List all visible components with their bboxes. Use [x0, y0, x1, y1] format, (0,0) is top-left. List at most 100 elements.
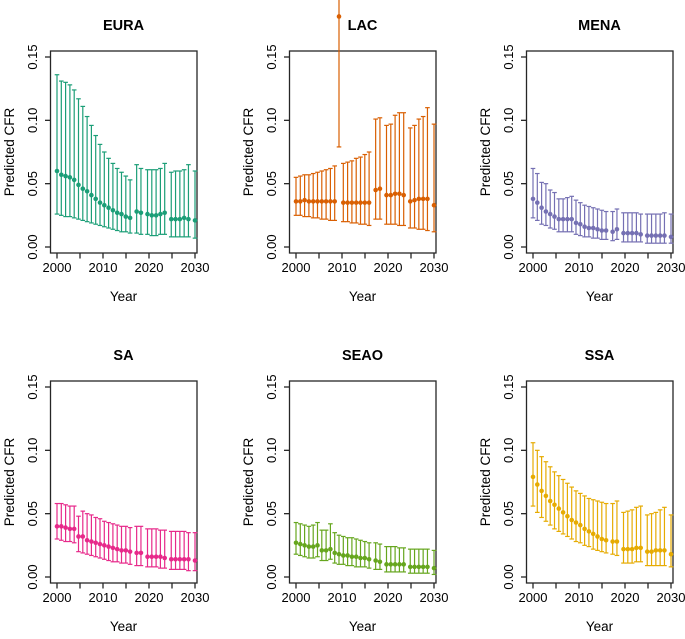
data-point: [586, 225, 592, 231]
y-tick-label: 0.05: [501, 501, 516, 526]
data-point: [634, 545, 639, 551]
data-point: [123, 548, 129, 553]
data-point: [310, 544, 316, 549]
x-tick-label: 2020: [135, 590, 164, 605]
y-tick-label: 0.05: [25, 501, 40, 526]
data-point: [84, 537, 90, 543]
data-point: [401, 192, 406, 198]
data-point: [186, 216, 191, 222]
data-point: [644, 233, 650, 238]
data-point: [332, 199, 337, 204]
data-point: [397, 562, 402, 567]
panel-title-sa: SA: [113, 348, 134, 364]
data-point: [93, 196, 98, 202]
data-point: [298, 199, 303, 204]
panel-mena-chart: MENA 0.00 0.05 0.10 0.15 Predicted CFR 2000 201…: [478, 18, 685, 304]
data-point: [71, 177, 77, 183]
x-tick-label: 2000: [43, 260, 72, 275]
error-bars: [54, 502, 198, 572]
x-tick-label: 2010: [89, 590, 118, 605]
y-tick-label: 0.15: [264, 374, 279, 399]
data-point: [384, 192, 389, 198]
error-bars: [530, 167, 674, 244]
data-point: [97, 200, 103, 205]
x-tick-label: 2010: [328, 260, 357, 275]
data-point: [102, 202, 107, 208]
data-point: [388, 562, 394, 567]
data-point: [177, 556, 183, 562]
data-point: [590, 531, 596, 537]
data-point: [336, 551, 342, 557]
data-points: [293, 540, 437, 571]
data-point: [134, 209, 139, 214]
y-axis-title: Predicted CFR: [478, 437, 493, 526]
panel-title-lac: LAC: [348, 18, 378, 34]
data-point: [543, 209, 549, 214]
data-point: [341, 200, 346, 205]
data-point: [412, 197, 417, 203]
data-point: [556, 216, 562, 222]
x-tick-label: 2010: [328, 590, 357, 605]
x-tick-label: 2020: [374, 590, 403, 605]
y-tick-label: 0.05: [501, 171, 516, 196]
y-tick-label: 0.10: [264, 108, 279, 133]
data-point: [644, 549, 650, 554]
data-point: [177, 216, 183, 222]
data-point: [293, 540, 299, 546]
data-point: [302, 197, 307, 203]
data-point: [552, 502, 557, 508]
data-point: [416, 196, 422, 202]
data-point: [392, 191, 398, 197]
data-point: [595, 534, 600, 539]
data-point: [76, 182, 81, 188]
y-axis: 0.00 0.05 0.10 0.15 Predicted CFR: [478, 374, 527, 590]
data-point: [662, 233, 667, 238]
x-axis-title: Year: [349, 289, 377, 304]
data-point: [530, 196, 536, 202]
data-point: [63, 173, 68, 179]
data-points: [293, 14, 437, 208]
data-point: [149, 213, 155, 218]
data-point: [614, 539, 620, 544]
y-tick-label: 0.10: [264, 438, 279, 463]
data-point: [114, 546, 120, 552]
x-tick-label: 2000: [519, 590, 548, 605]
data-point: [319, 548, 325, 553]
data-point: [625, 230, 631, 236]
plot-box: [288, 50, 437, 254]
data-point: [662, 548, 667, 553]
data-point: [603, 537, 609, 543]
data-point: [306, 199, 312, 204]
panel-lac-chart: LAC 0.00 0.05 0.10 0.15 Predicted CFR 2000 2010…: [241, 0, 448, 304]
data-point: [431, 202, 437, 208]
error-bars: [293, 521, 437, 576]
data-point: [63, 525, 68, 530]
data-point: [535, 200, 540, 205]
data-point: [560, 510, 566, 515]
x-tick-label: 2020: [611, 260, 640, 275]
y-axis: 0.00 0.05 0.10 0.15 Predicted CFR: [241, 374, 290, 590]
data-point: [336, 14, 342, 19]
data-point: [110, 207, 116, 213]
plot-box: [49, 50, 198, 254]
data-point: [310, 199, 316, 204]
panel-title-mena: MENA: [578, 18, 621, 34]
data-point: [384, 562, 389, 567]
plot-box: [288, 380, 437, 584]
x-tick-label: 2030: [181, 590, 210, 605]
data-point: [388, 192, 394, 198]
data-point: [110, 545, 116, 551]
data-point: [599, 536, 605, 542]
y-tick-label: 0.00: [25, 234, 40, 259]
data-point: [590, 225, 596, 231]
data-point: [431, 565, 437, 571]
data-point: [97, 541, 103, 547]
x-axis-title: Year: [349, 619, 377, 634]
x-axis: 2000 2010 2020 2030 Year: [43, 583, 210, 634]
data-point: [614, 226, 620, 232]
data-point: [573, 220, 579, 226]
data-point: [54, 168, 60, 174]
data-point: [162, 210, 167, 216]
y-tick-label: 0.00: [25, 564, 40, 589]
